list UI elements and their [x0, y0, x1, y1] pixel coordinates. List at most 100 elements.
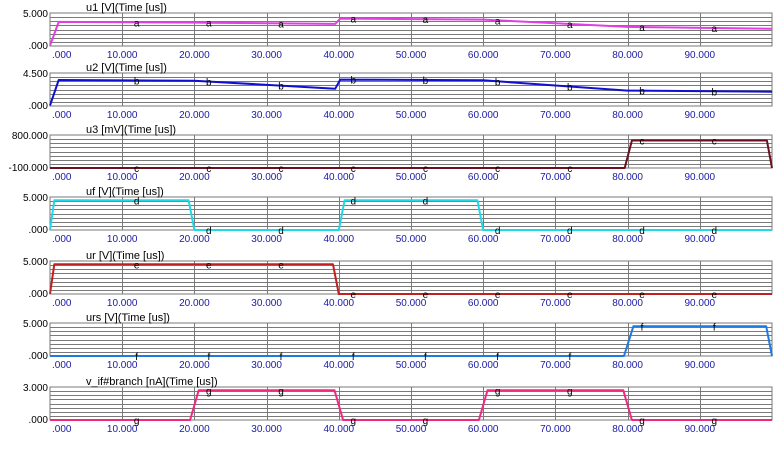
signal-trace [49, 17, 773, 47]
y-axis-min-label: .000 [29, 289, 49, 300]
x-tick-label: 70.000 [540, 360, 571, 371]
x-tick-label: 20.000 [179, 360, 210, 371]
x-tick-label: 90.000 [685, 424, 716, 435]
trace-marker-label: a [206, 19, 212, 30]
trace-marker-label: g [206, 386, 212, 397]
x-tick-label: 20.000 [179, 424, 210, 435]
trace-marker-label: f [568, 352, 571, 363]
trace-marker-label: a [423, 15, 429, 26]
trace-marker-label: g [639, 416, 645, 427]
trace-marker-label: e [711, 290, 717, 301]
x-tick-label: 80.000 [612, 298, 643, 309]
trace-marker-label: a [711, 24, 717, 35]
x-tick-label: 70.000 [540, 298, 571, 309]
plot-title: v_if#branch [nA](Time [us]) [86, 376, 218, 388]
x-tick-label: 40.000 [324, 110, 355, 121]
trace-marker-label: g [350, 416, 356, 427]
y-axis-min-label: .000 [29, 41, 49, 52]
trace-marker-label: d [711, 226, 717, 237]
x-tick-label: 90.000 [685, 110, 716, 121]
plot-title: urs [V](Time [us]) [86, 312, 170, 324]
plot-panel-2: u2 [V](Time [us]) .000 4.500 .000 10.000 20.0… [23, 62, 773, 121]
trace-marker-label: b [567, 82, 573, 93]
trace-marker-label: c [351, 164, 356, 175]
trace-marker-label: g [278, 386, 284, 397]
trace-marker-label: a [639, 23, 645, 34]
trace-marker-label: c [423, 164, 428, 175]
x-tick-label: 50.000 [396, 424, 427, 435]
trace-marker-label: f [424, 352, 427, 363]
y-axis-min-label: -100.000 [9, 163, 49, 174]
x-tick-label: 70.000 [540, 234, 571, 245]
trace-marker-label: d [495, 226, 501, 237]
trace-marker-label: f [496, 352, 499, 363]
trace-marker-label: d [206, 226, 212, 237]
x-tick-label: 90.000 [685, 298, 716, 309]
trace-marker-label: c [712, 137, 717, 148]
trace-marker-label: a [495, 16, 501, 27]
plot-title: ur [V](Time [us]) [86, 250, 164, 262]
plot-panel-4: uf [V](Time [us]) .000 5.000 .000 10.000 20.0… [23, 186, 773, 245]
x-tick-label: 40.000 [324, 50, 355, 61]
x-tick-label: 40.000 [324, 298, 355, 309]
signal-trace [49, 78, 773, 106]
trace-marker-label: g [495, 386, 501, 397]
x-tick-label: 90.000 [685, 172, 716, 183]
trace-marker-label: f [207, 352, 210, 363]
plot-panel-6: urs [V](Time [us]) .000 5.000 .000 10.000 20.… [23, 312, 773, 371]
trace-marker-label: e [639, 290, 645, 301]
x-tick-label: 30.000 [251, 50, 282, 61]
trace-marker-label: d [134, 196, 140, 207]
y-axis-min-label: .000 [29, 415, 49, 426]
x-tick-label: 20.000 [179, 50, 210, 61]
trace-marker-label: f [713, 322, 716, 333]
x-tick-label: 10.000 [107, 360, 138, 371]
trace-marker-label: b [711, 87, 717, 98]
trace-marker-label: c [567, 164, 572, 175]
trace-marker-label: c [495, 164, 500, 175]
x-tick-label: 80.000 [612, 172, 643, 183]
x-tick-label: 50.000 [396, 234, 427, 245]
x-tick-label: 20.000 [179, 110, 210, 121]
trace-marker-label: e [350, 290, 356, 301]
signal-trace [50, 139, 773, 169]
x-tick-label: 40.000 [324, 360, 355, 371]
x-tick-label: 10.000 [107, 298, 138, 309]
trace-marker-label: e [134, 260, 140, 271]
plot-title: u3 [mV](Time [us]) [86, 124, 176, 136]
x-tick-label: 90.000 [685, 50, 716, 61]
x-tick-label: 40.000 [324, 234, 355, 245]
trace-marker-label: g [711, 416, 717, 427]
x-tick-label: 60.000 [468, 50, 499, 61]
x-tick-label: 80.000 [612, 234, 643, 245]
trace-marker-label: c [134, 164, 139, 175]
y-axis-max-label: 5.000 [23, 319, 48, 330]
x-tick-label: 50.000 [396, 360, 427, 371]
x-tick-label: 70.000 [540, 110, 571, 121]
trace-marker-label: e [278, 260, 284, 271]
trace-marker-label: d [350, 196, 356, 207]
x-tick-label: 60.000 [468, 298, 499, 309]
x-tick-label: .000 [52, 298, 72, 309]
y-axis-max-label: 5.000 [23, 9, 48, 20]
trace-marker-label: d [567, 226, 573, 237]
plot-title: uf [V](Time [us]) [86, 186, 164, 198]
trace-marker-label: b [278, 82, 284, 93]
trace-marker-label: b [495, 77, 501, 88]
x-tick-label: 80.000 [612, 424, 643, 435]
trace-marker-label: f [352, 352, 355, 363]
x-tick-label: 30.000 [251, 110, 282, 121]
x-tick-label: 30.000 [251, 234, 282, 245]
trace-marker-label: b [206, 78, 212, 89]
y-axis-max-label: 800.000 [12, 131, 49, 142]
x-tick-label: 60.000 [468, 360, 499, 371]
signal-trace [49, 199, 772, 231]
x-tick-label: 40.000 [324, 172, 355, 183]
y-axis-max-label: 5.000 [23, 257, 48, 268]
x-tick-label: .000 [52, 110, 72, 121]
x-tick-label: 50.000 [396, 110, 427, 121]
trace-marker-label: d [639, 226, 645, 237]
x-tick-label: 50.000 [396, 172, 427, 183]
plot-panel-3: u3 [mV](Time [us]) -100.000 800.000 .000 10.… [9, 124, 773, 183]
